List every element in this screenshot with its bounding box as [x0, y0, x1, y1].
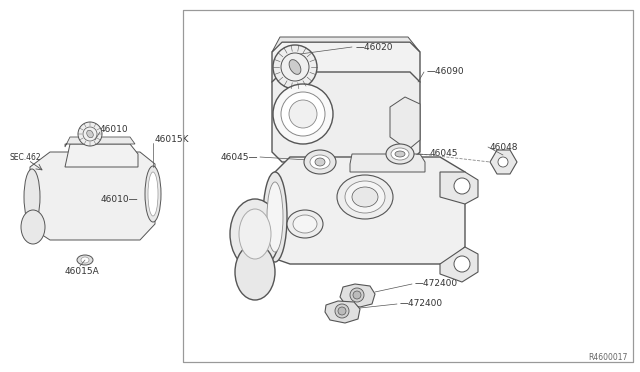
Polygon shape — [272, 37, 420, 52]
Ellipse shape — [352, 187, 378, 207]
Ellipse shape — [24, 169, 40, 225]
Ellipse shape — [310, 155, 330, 169]
Polygon shape — [490, 150, 517, 174]
Text: —46090: —46090 — [427, 67, 465, 77]
Ellipse shape — [239, 209, 271, 259]
Text: —46020: —46020 — [356, 42, 394, 51]
Circle shape — [454, 256, 470, 272]
Circle shape — [335, 304, 349, 318]
Circle shape — [454, 178, 470, 194]
Polygon shape — [325, 301, 360, 323]
Polygon shape — [272, 42, 420, 92]
Ellipse shape — [289, 60, 301, 74]
Circle shape — [289, 100, 317, 128]
Bar — [183, 10, 633, 362]
Ellipse shape — [145, 166, 161, 222]
Polygon shape — [440, 247, 478, 282]
Text: —472400: —472400 — [415, 279, 458, 289]
Ellipse shape — [267, 182, 283, 252]
Ellipse shape — [345, 181, 385, 213]
Ellipse shape — [21, 210, 45, 244]
Polygon shape — [65, 144, 138, 167]
Polygon shape — [350, 154, 425, 172]
Ellipse shape — [391, 148, 409, 160]
Ellipse shape — [148, 172, 158, 216]
Ellipse shape — [230, 199, 280, 269]
Circle shape — [350, 288, 364, 302]
Ellipse shape — [386, 144, 414, 164]
Text: 46010: 46010 — [100, 125, 129, 134]
Polygon shape — [340, 284, 375, 307]
Text: 46010—: 46010— — [100, 196, 138, 205]
Text: 46015K: 46015K — [155, 135, 189, 144]
Text: —472400: —472400 — [400, 299, 443, 308]
Text: SEC.462: SEC.462 — [10, 153, 42, 161]
Circle shape — [78, 122, 102, 146]
Circle shape — [353, 291, 361, 299]
Text: 46048: 46048 — [490, 142, 518, 151]
Ellipse shape — [315, 158, 325, 166]
Ellipse shape — [293, 215, 317, 233]
Circle shape — [273, 45, 317, 89]
Text: 46045—: 46045— — [221, 153, 258, 161]
Ellipse shape — [287, 210, 323, 238]
Circle shape — [338, 307, 346, 315]
Text: 46045: 46045 — [430, 150, 458, 158]
Ellipse shape — [337, 175, 393, 219]
Circle shape — [273, 84, 333, 144]
Circle shape — [498, 157, 508, 167]
Polygon shape — [440, 172, 478, 204]
Polygon shape — [390, 97, 420, 150]
Polygon shape — [30, 152, 155, 240]
Text: R4600017: R4600017 — [589, 353, 628, 362]
Ellipse shape — [263, 172, 287, 262]
Ellipse shape — [77, 255, 93, 265]
Circle shape — [281, 53, 309, 81]
Circle shape — [281, 92, 325, 136]
Polygon shape — [272, 72, 420, 162]
Ellipse shape — [395, 151, 405, 157]
Polygon shape — [270, 157, 465, 264]
Polygon shape — [65, 137, 135, 147]
Bar — [183, 10, 633, 362]
Ellipse shape — [87, 130, 93, 138]
Circle shape — [83, 127, 97, 141]
Text: 46015A: 46015A — [65, 267, 100, 276]
Ellipse shape — [235, 244, 275, 300]
Ellipse shape — [304, 150, 336, 174]
Ellipse shape — [81, 257, 89, 263]
